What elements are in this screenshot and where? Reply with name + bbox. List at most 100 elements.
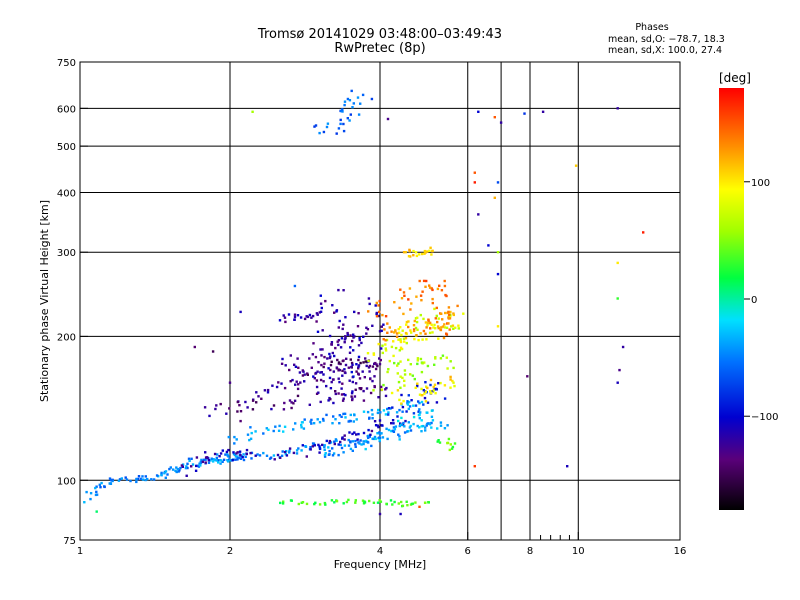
data-point bbox=[348, 379, 351, 382]
data-point bbox=[386, 331, 389, 334]
data-point bbox=[432, 326, 435, 329]
data-point bbox=[185, 474, 188, 477]
data-point bbox=[278, 319, 282, 322]
y-tick-label: 400 bbox=[57, 188, 76, 199]
data-point bbox=[383, 328, 386, 331]
data-point bbox=[203, 406, 207, 409]
data-point bbox=[227, 448, 230, 452]
data-point bbox=[423, 361, 426, 364]
data-point bbox=[301, 369, 304, 372]
data-point bbox=[413, 337, 416, 341]
data-point bbox=[448, 328, 451, 331]
data-point bbox=[414, 386, 417, 389]
data-point bbox=[412, 328, 416, 331]
chart-title: Tromsø 20141029 03:48:00–03:49:43 bbox=[257, 27, 503, 42]
data-point bbox=[100, 481, 103, 485]
data-point bbox=[318, 503, 322, 506]
data-point bbox=[328, 376, 332, 380]
data-point bbox=[386, 117, 390, 121]
data-point bbox=[217, 461, 220, 464]
data-point bbox=[202, 458, 206, 461]
data-point bbox=[125, 478, 129, 481]
data-point bbox=[346, 117, 349, 120]
data-point bbox=[211, 350, 215, 353]
data-point bbox=[312, 375, 315, 378]
data-point bbox=[418, 426, 421, 429]
data-point bbox=[337, 443, 340, 446]
data-point bbox=[164, 470, 168, 473]
x-axis-ticks: 1 2 4 6 8 10 16 bbox=[77, 532, 686, 557]
data-point bbox=[371, 379, 374, 383]
y-tick-label: 500 bbox=[57, 142, 76, 153]
data-point bbox=[400, 500, 403, 504]
data-point bbox=[394, 425, 398, 428]
data-point bbox=[417, 338, 420, 342]
data-point bbox=[452, 313, 455, 317]
data-point bbox=[371, 413, 374, 416]
data-point bbox=[425, 338, 428, 341]
data-point bbox=[294, 365, 298, 368]
data-point bbox=[448, 313, 451, 316]
data-point bbox=[353, 413, 356, 417]
data-point bbox=[421, 290, 424, 293]
data-point bbox=[265, 427, 268, 430]
data-point bbox=[394, 346, 398, 350]
x-axis-label: Frequency [MHz] bbox=[334, 558, 426, 571]
data-point bbox=[296, 387, 300, 391]
data-point bbox=[412, 415, 416, 419]
data-point bbox=[85, 490, 88, 494]
data-point bbox=[342, 122, 345, 126]
data-point bbox=[418, 393, 422, 396]
data-point bbox=[209, 459, 212, 462]
data-point bbox=[400, 416, 403, 420]
data-point bbox=[372, 389, 375, 392]
data-point bbox=[457, 327, 460, 330]
data-point bbox=[340, 337, 344, 340]
data-point bbox=[405, 323, 408, 326]
data-point bbox=[372, 353, 376, 356]
data-point bbox=[447, 306, 451, 309]
data-point bbox=[447, 437, 451, 441]
data-point bbox=[424, 381, 427, 384]
data-point bbox=[305, 502, 309, 506]
data-point bbox=[477, 110, 480, 113]
data-point bbox=[384, 347, 387, 350]
data-point bbox=[409, 255, 412, 258]
data-point bbox=[129, 479, 132, 483]
data-point bbox=[424, 285, 427, 288]
data-point bbox=[284, 320, 287, 324]
data-point bbox=[103, 485, 106, 489]
data-point bbox=[393, 428, 397, 431]
data-point bbox=[239, 410, 243, 413]
data-point bbox=[341, 374, 344, 377]
data-point bbox=[451, 324, 455, 327]
data-point bbox=[271, 384, 274, 387]
data-point bbox=[364, 357, 367, 360]
data-point bbox=[369, 377, 372, 381]
data-point bbox=[245, 448, 249, 452]
data-point bbox=[428, 284, 431, 287]
data-point bbox=[409, 308, 412, 311]
data-point bbox=[305, 455, 308, 458]
data-point bbox=[299, 316, 303, 319]
data-point bbox=[315, 312, 319, 315]
data-point bbox=[246, 406, 249, 409]
data-point bbox=[396, 364, 399, 367]
data-point bbox=[150, 478, 153, 481]
data-point bbox=[377, 304, 380, 307]
data-point bbox=[219, 402, 222, 406]
data-point bbox=[319, 310, 323, 313]
data-point bbox=[434, 357, 437, 360]
data-point bbox=[347, 444, 351, 447]
data-point bbox=[404, 251, 407, 254]
data-point bbox=[368, 499, 371, 503]
data-point bbox=[428, 321, 432, 324]
data-point bbox=[359, 439, 362, 442]
data-point bbox=[348, 351, 352, 354]
data-point bbox=[426, 324, 429, 327]
data-point bbox=[418, 413, 421, 416]
data-point bbox=[435, 314, 438, 318]
data-point bbox=[258, 454, 262, 457]
data-point bbox=[396, 415, 399, 418]
data-point bbox=[362, 440, 365, 443]
